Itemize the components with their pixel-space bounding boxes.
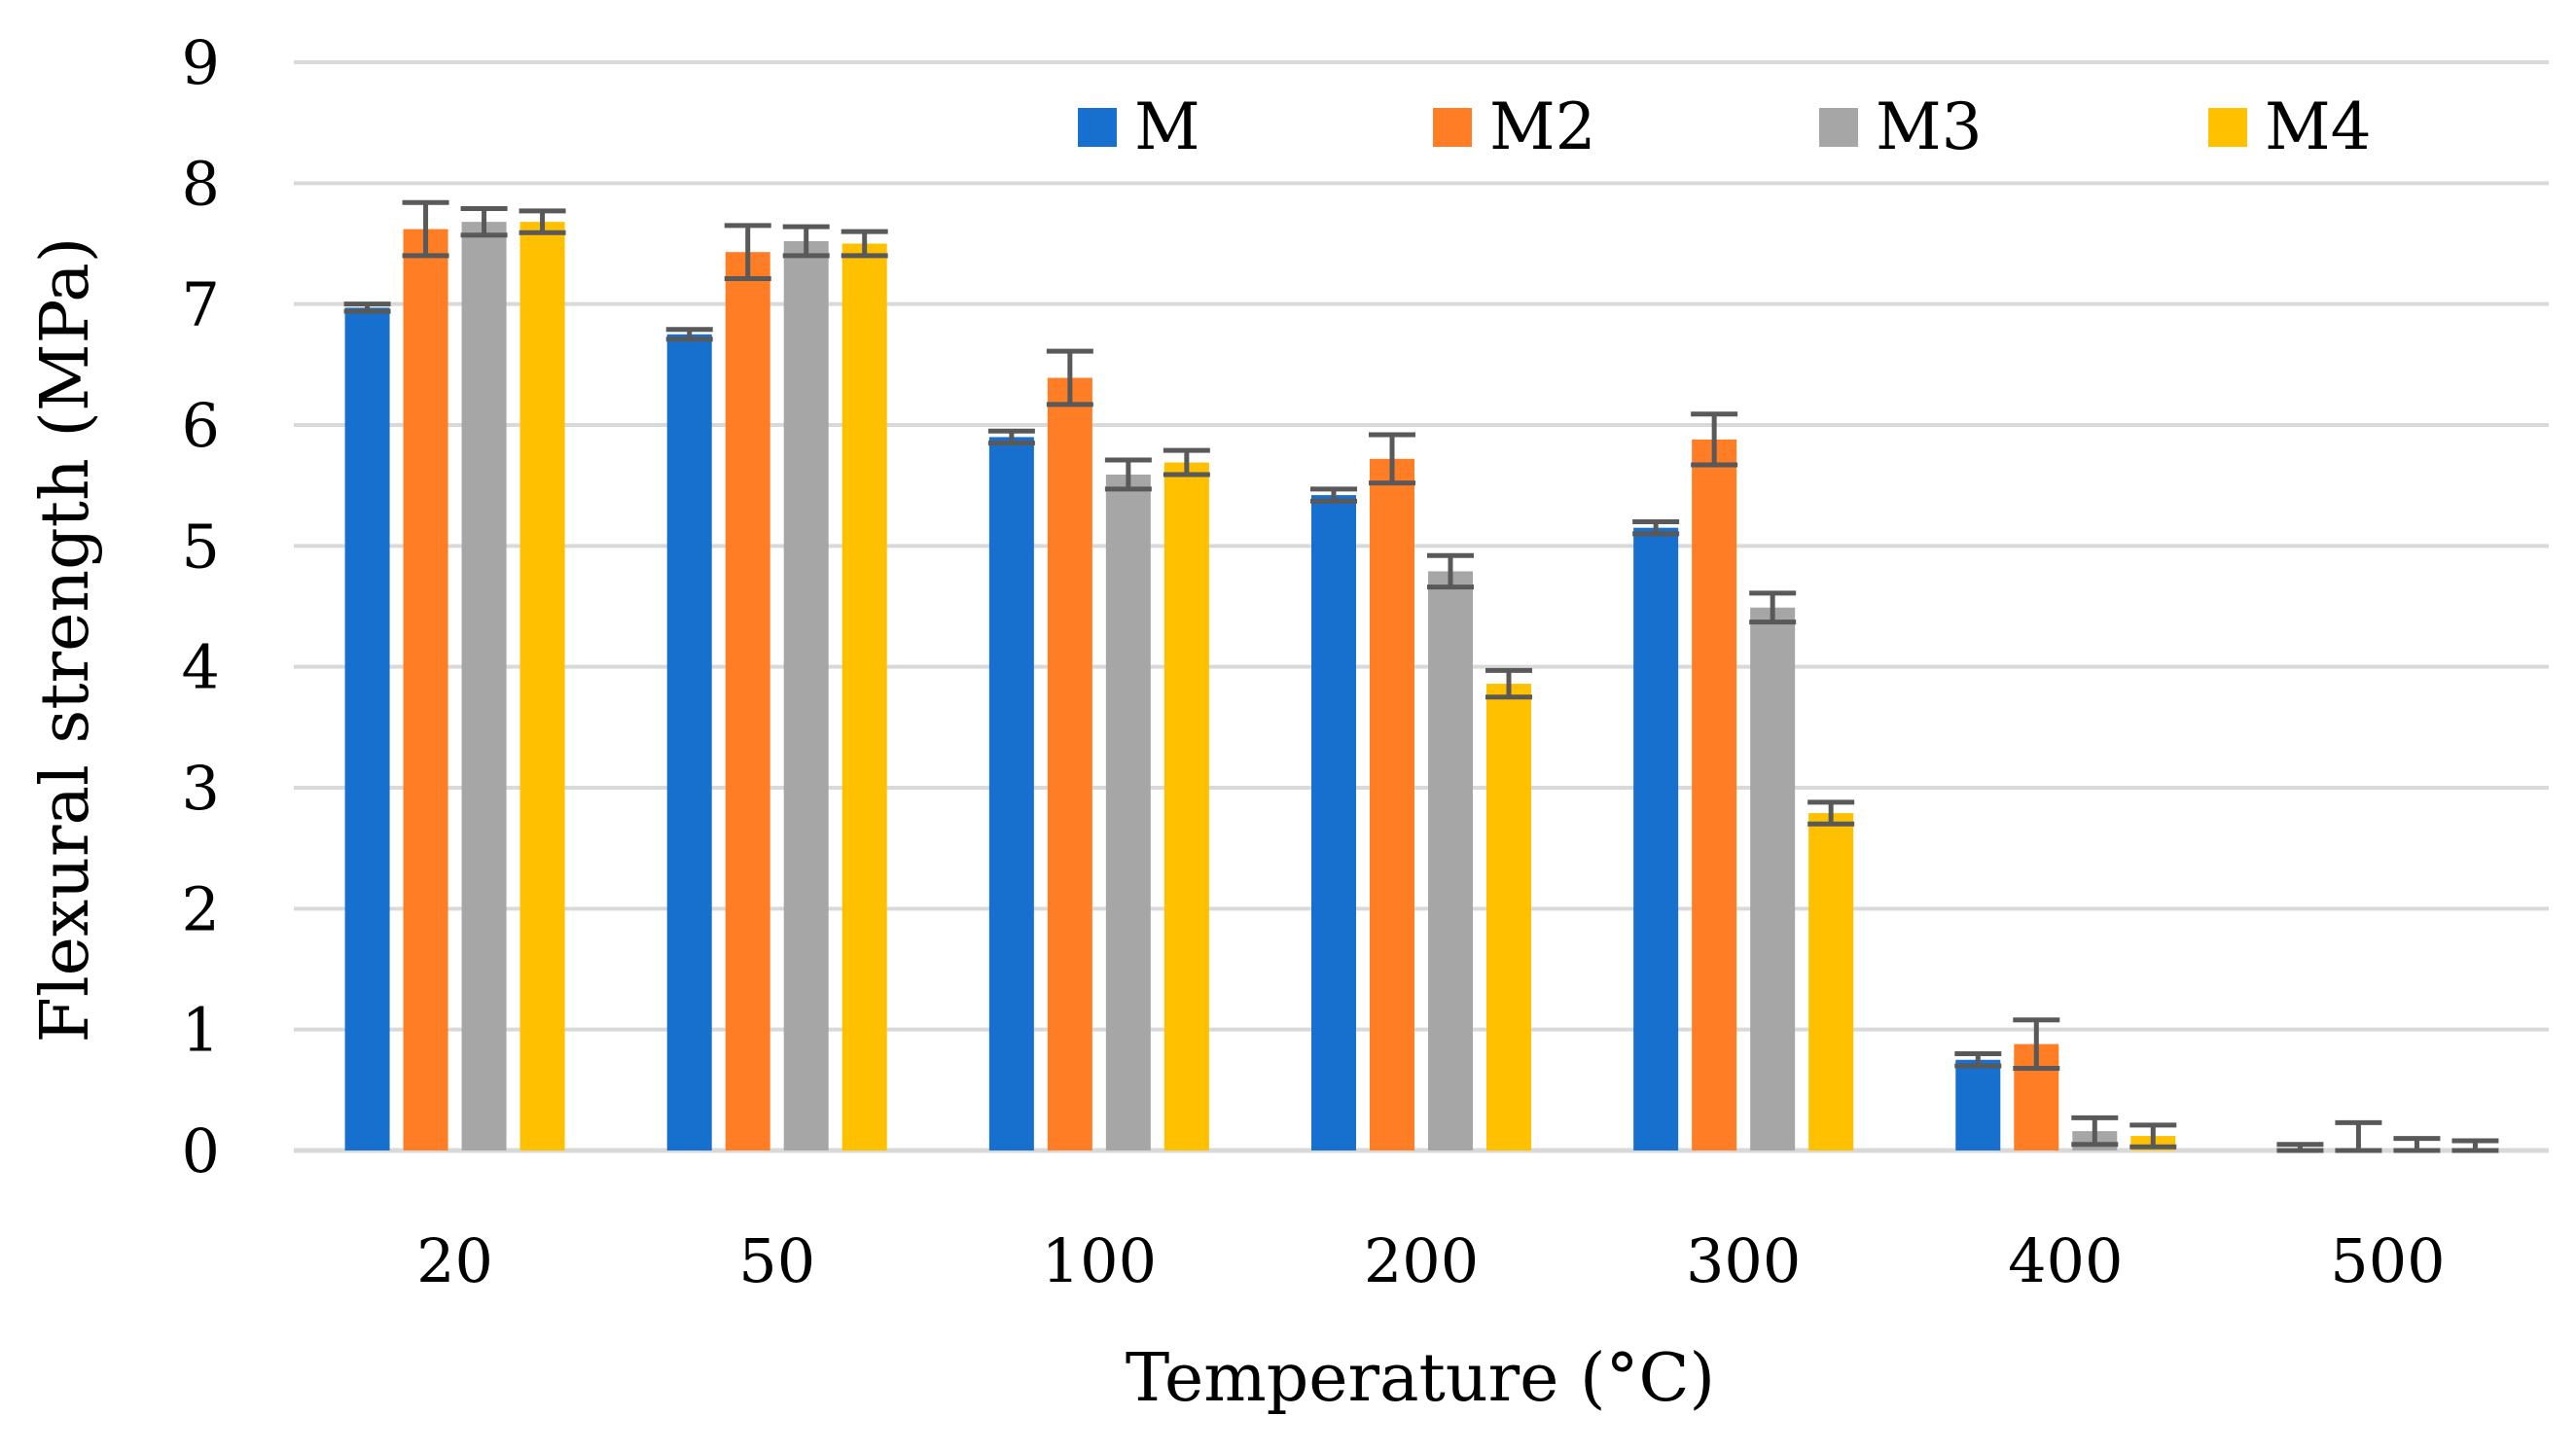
error-bar-m4-500 [2451,1138,2499,1153]
y-tick-label: 3 [182,753,220,824]
error-bar-m3-100 [1104,457,1152,492]
y-tick-label: 2 [182,873,220,944]
legend-label: M4 [2265,89,2372,164]
bar-m-20 [344,307,390,1150]
error-bar-m2-100 [1046,348,1093,407]
bar-m3-100 [1105,474,1151,1150]
error-bar-m3-50 [782,224,830,259]
error-bar-m4-50 [841,229,888,259]
bar-m2-300 [1692,439,1737,1150]
error-bar-m-20 [343,301,391,314]
x-tick-label: 100 [1042,1225,1157,1296]
legend-item-m: M [1078,89,1200,164]
error-bar-m4-400 [2129,1122,2177,1150]
error-bar-m3-300 [1749,590,1797,625]
x-tick-label: 500 [2330,1225,2445,1296]
bar-m-200 [1311,495,1356,1150]
error-bar-m4-300 [1807,799,1855,827]
x-tick-label: 300 [1686,1225,1801,1296]
bar-m4-300 [1808,813,1854,1150]
error-bar-m3-20 [460,205,508,238]
error-bar-m2-300 [1691,411,1738,468]
x-tick-label: 50 [738,1225,815,1296]
y-tick-label: 7 [182,269,220,340]
bar-m2-100 [1047,377,1092,1150]
x-tick-label: 400 [2008,1225,2123,1296]
y-tick-label: 4 [182,632,220,703]
bars-layer [344,222,2176,1151]
bar-m-100 [988,437,1034,1150]
bar-m3-20 [461,222,507,1150]
y-tick-label: 1 [182,995,220,1066]
y-tick-label: 6 [182,390,220,461]
legend-swatch [1078,108,1117,147]
error-bar-m-200 [1310,486,1357,504]
legend-item-m4: M4 [2208,89,2372,164]
y-tick-label: 5 [182,511,220,582]
bar-m4-200 [1486,684,1531,1150]
legend-item-m3: M3 [1819,89,1983,164]
error-bar-m3-400 [2071,1115,2119,1148]
error-bar-m2-400 [2013,1017,2060,1071]
legend-swatch [2208,108,2247,147]
error-bar-m4-200 [1485,667,1532,700]
bar-m4-100 [1163,462,1209,1150]
error-bar-m-400 [1954,1051,2002,1069]
error-bars-layer [343,199,2499,1153]
legend-label: M [1134,89,1200,164]
bar-m2-50 [725,252,770,1150]
error-bar-m2-50 [724,223,771,282]
bar-m3-50 [783,241,829,1151]
x-tick-labels: 20 50 100 200 300 400 500 [416,1225,2445,1296]
grid-layer [294,60,2549,1153]
error-bar-m2-200 [1369,432,1415,486]
legend-label: M2 [1489,89,1596,164]
error-bar-m-500 [2276,1142,2324,1153]
bar-m4-20 [519,222,565,1150]
error-bar-m4-20 [519,208,566,235]
bar-m2-20 [403,229,448,1150]
bar-m4-50 [841,243,887,1150]
y-axis-title: Flexural strength (MPa) [27,237,104,1044]
error-bar-m-100 [987,428,1035,446]
error-bar-m-50 [665,327,713,342]
error-bar-m3-500 [2393,1136,2441,1153]
y-tick-label: 8 [182,148,220,219]
bar-m3-300 [1750,607,1796,1150]
y-tick-label: 9 [182,27,220,98]
error-bar-m-300 [1632,518,1680,537]
bar-m2-200 [1370,458,1414,1150]
legend: M M2 M3 M4 [1078,89,2372,164]
error-bar-m2-20 [402,199,449,259]
x-axis-title: Temperature (°C) [1126,1340,1715,1417]
legend-swatch [1819,108,1858,147]
x-tick-label: 200 [1364,1225,1479,1296]
x-tick-label: 20 [416,1225,493,1296]
y-tick-label: 0 [182,1115,220,1186]
bar-m-300 [1633,527,1679,1150]
error-bar-m4-100 [1163,447,1210,478]
legend-swatch [1433,108,1472,147]
error-bar-m3-200 [1427,552,1474,590]
bar-m3-200 [1428,571,1473,1150]
legend-item-m2: M2 [1433,89,1596,164]
bar-m-400 [1955,1059,2001,1150]
error-bar-m2-500 [2335,1119,2382,1153]
y-tick-labels: 0 1 2 3 4 5 6 7 8 9 [182,27,220,1186]
legend-label: M3 [1876,89,1983,164]
bar-m-50 [666,334,712,1150]
